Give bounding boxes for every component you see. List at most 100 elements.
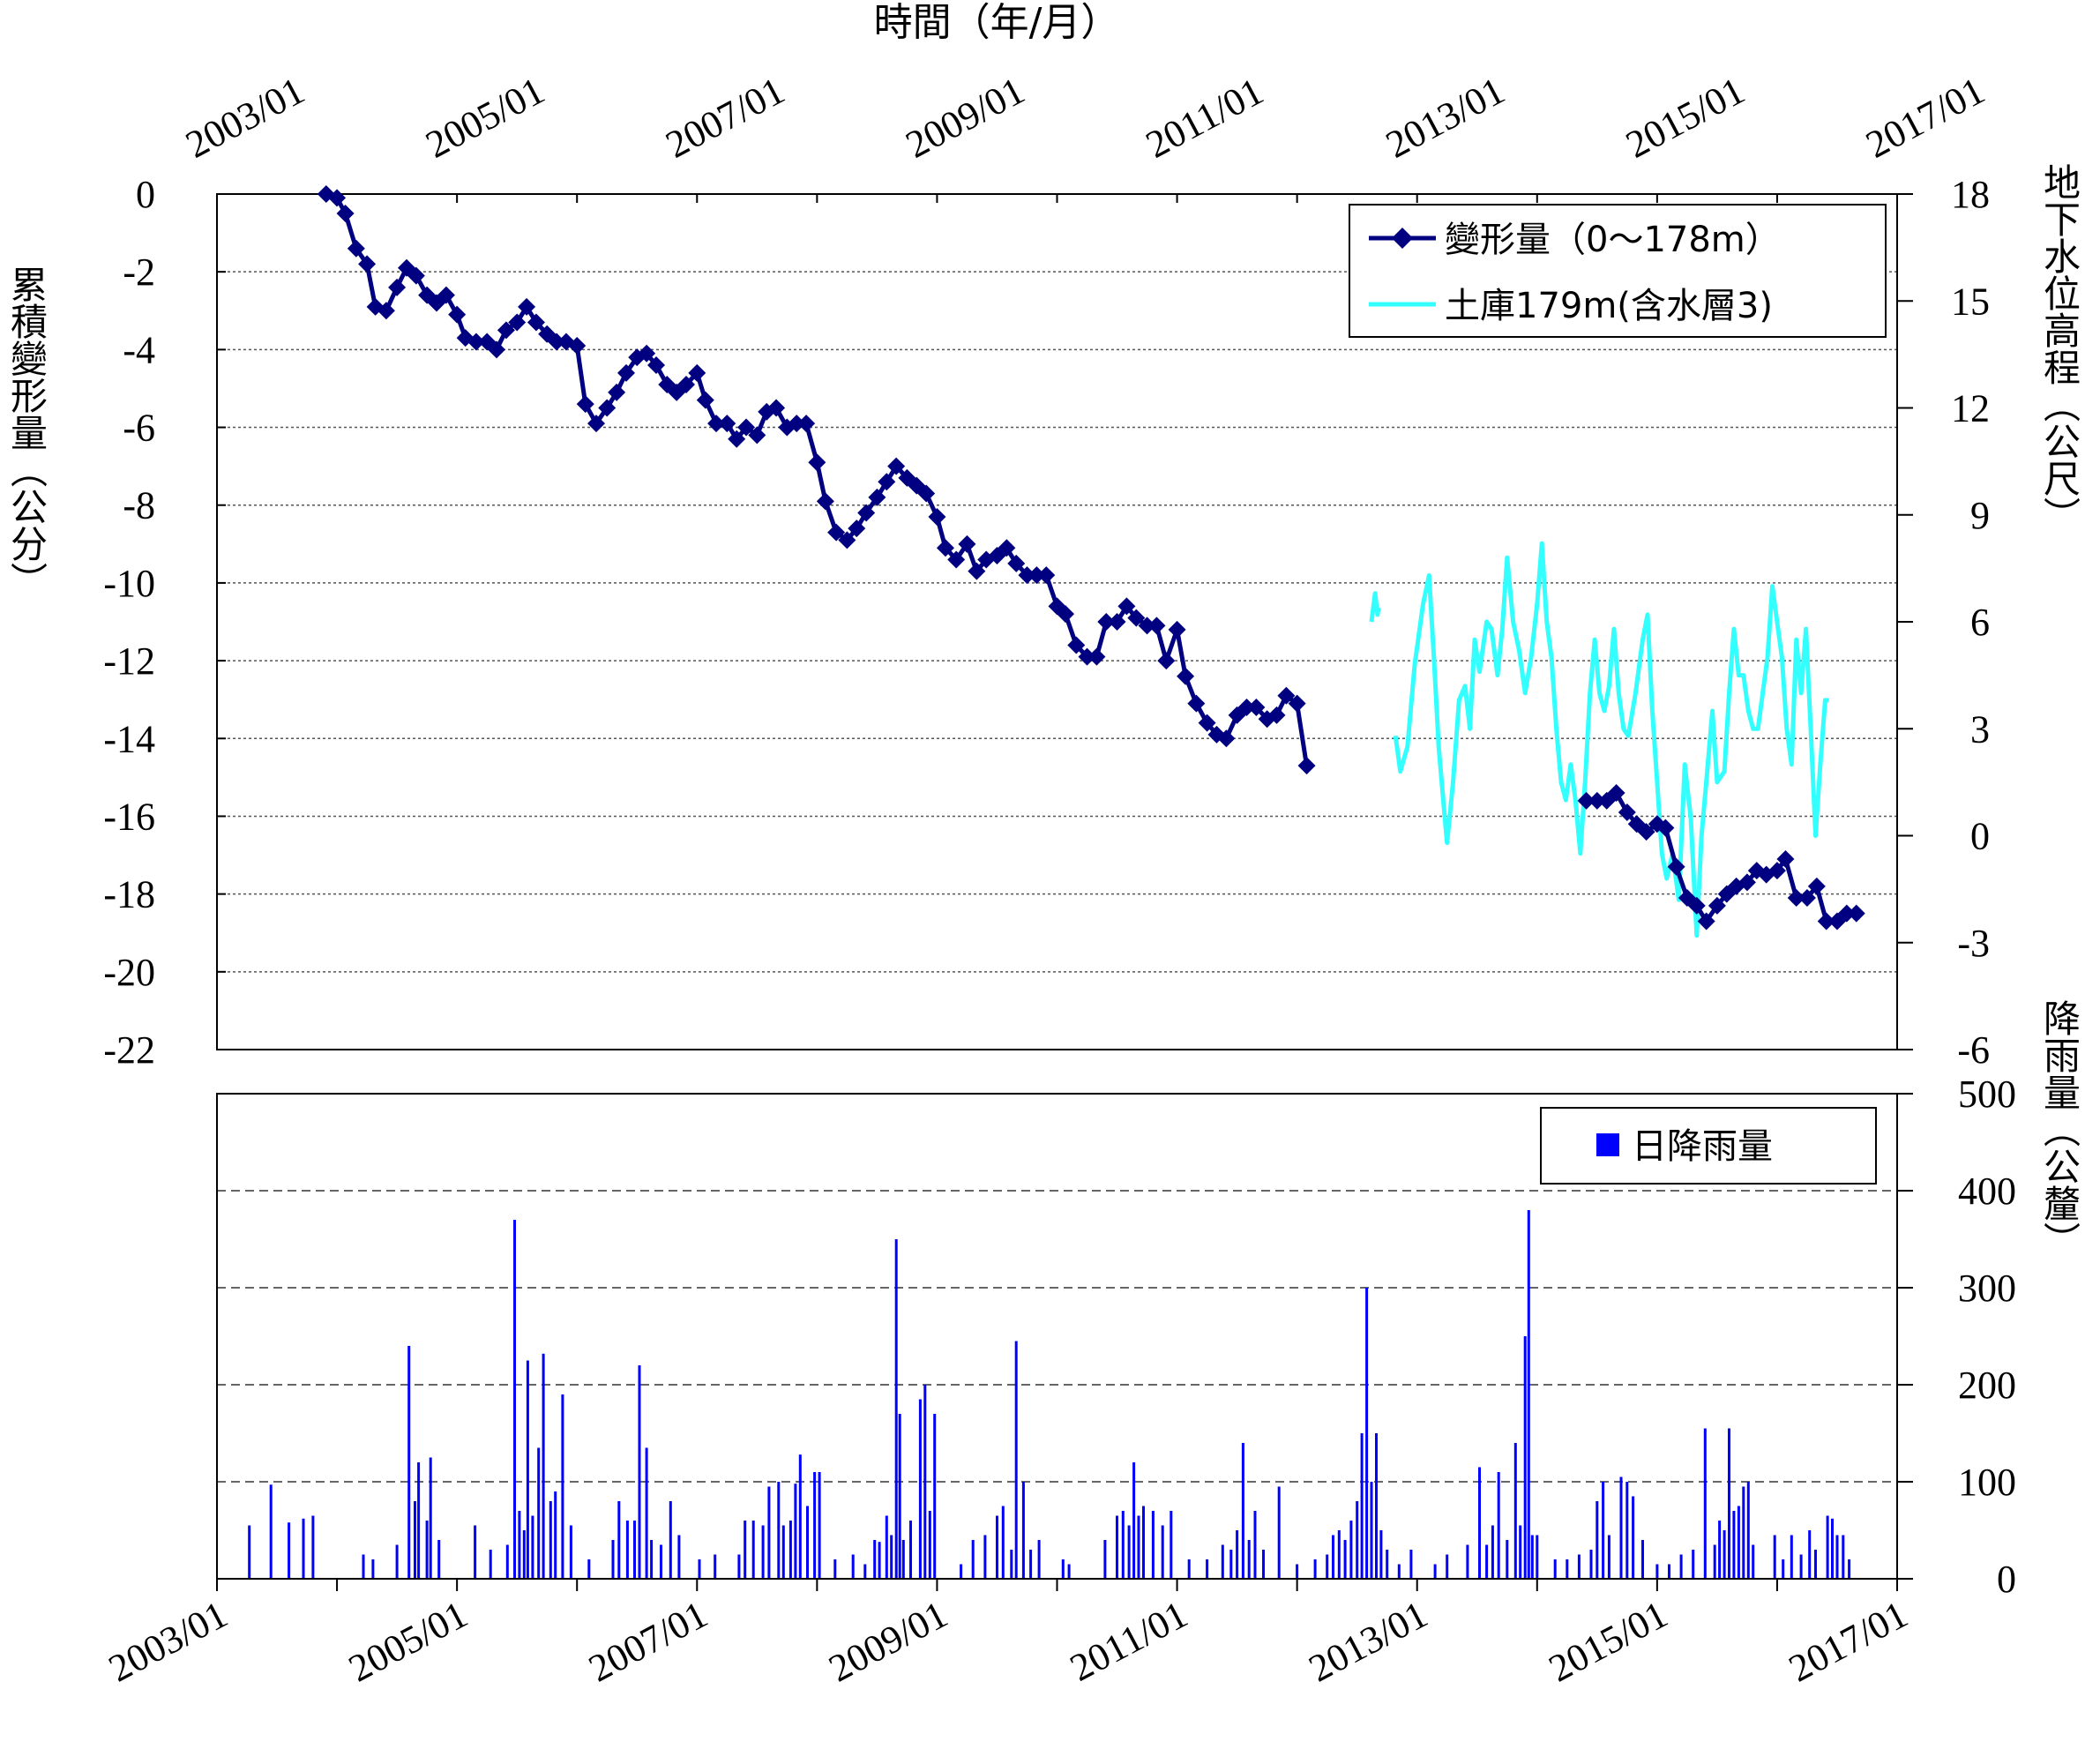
deformation-point xyxy=(1776,849,1795,868)
rain-bar xyxy=(611,1540,615,1579)
rain-legend-box xyxy=(1540,1107,1877,1185)
deformation-point xyxy=(617,363,636,382)
left-y-tick-label: -2 xyxy=(123,250,155,294)
deformation-point xyxy=(958,534,976,553)
rain-bar xyxy=(1446,1554,1449,1579)
deformation-point xyxy=(857,504,876,522)
rain-bar xyxy=(1808,1530,1812,1579)
top-x-tick-label: 2017/01 xyxy=(1859,69,1992,167)
deformation-point xyxy=(448,305,467,324)
rain-bar xyxy=(1037,1540,1041,1579)
deformation-point xyxy=(1288,694,1306,713)
bottom-x-ticks: 2003/01 2005/01 2007/01 2009/01 2011/01 2013/… xyxy=(101,1579,1915,1691)
rain-bar xyxy=(909,1521,912,1579)
rain-bar xyxy=(1668,1564,1670,1579)
right-y-tick-label: 9 xyxy=(1970,494,1990,537)
rain-bar xyxy=(1513,1443,1517,1579)
left-y-tick-label: -20 xyxy=(103,951,155,994)
rain-bar xyxy=(625,1521,629,1579)
deformation-point xyxy=(1097,613,1116,631)
rain-bar xyxy=(1014,1341,1018,1579)
deformation-point xyxy=(497,321,515,340)
deformation-line xyxy=(1586,790,1857,923)
rain-bar xyxy=(474,1525,477,1579)
top-axis-title: 時間（年/月） xyxy=(874,0,1120,45)
rain-bar xyxy=(698,1559,701,1579)
rain-bar xyxy=(923,1385,927,1579)
rain-y-ticks: 0 100 200 300 400 500 xyxy=(1897,1073,2016,1601)
rain-bar xyxy=(1577,1554,1581,1579)
rain-bar xyxy=(1001,1506,1005,1579)
deformation-point xyxy=(868,488,886,506)
bottom-x-tick-label: 2011/01 xyxy=(1063,1593,1194,1690)
groundwater-line xyxy=(1393,541,1829,938)
bottom-x-tick-label: 2007/01 xyxy=(582,1593,714,1691)
rain-bar xyxy=(414,1501,416,1579)
rain-bar xyxy=(526,1360,529,1579)
deformation-series xyxy=(317,185,1865,931)
rain-bar xyxy=(960,1564,963,1579)
rain-bar xyxy=(587,1559,591,1579)
rain-y-tick-label: 0 xyxy=(1997,1558,2016,1601)
top-x-tick-label: 2013/01 xyxy=(1379,69,1511,167)
rain-bar xyxy=(1679,1554,1683,1579)
right-axis-title: 地下水位高程（公尺） xyxy=(2038,163,2081,534)
deformation-point xyxy=(1297,757,1316,775)
rain-bar xyxy=(851,1554,855,1579)
right-y-tick-label: 0 xyxy=(1970,815,1990,858)
deformation-point xyxy=(1817,912,1835,931)
rain-bar xyxy=(1142,1506,1145,1579)
deformation-point xyxy=(917,484,936,503)
rain-bar xyxy=(425,1521,429,1579)
rain-bar xyxy=(1151,1511,1155,1579)
rain-bar xyxy=(395,1544,399,1579)
deformation-point xyxy=(1807,877,1826,895)
rain-bar xyxy=(751,1521,755,1579)
rain-bar xyxy=(1386,1550,1389,1579)
rain-bar xyxy=(669,1501,672,1579)
rain-bar xyxy=(1728,1428,1730,1579)
deformation-point xyxy=(1607,784,1625,802)
rain-bar xyxy=(1103,1540,1107,1579)
rain-bar xyxy=(1137,1515,1140,1579)
deformation-point xyxy=(518,297,536,316)
rain-bar xyxy=(1132,1462,1136,1579)
rain-bar xyxy=(248,1525,251,1579)
rain-bar xyxy=(1343,1540,1347,1579)
deformation-point xyxy=(1787,889,1805,908)
rain-bar xyxy=(1116,1515,1118,1579)
rain-bar xyxy=(1221,1544,1224,1579)
rain-bar xyxy=(1713,1544,1716,1579)
rain-bar xyxy=(983,1535,987,1579)
deformation-point xyxy=(1847,904,1865,923)
rain-bar xyxy=(918,1399,922,1579)
rain-bar xyxy=(813,1472,817,1579)
rain-bar xyxy=(890,1535,893,1579)
deformation-point xyxy=(1277,686,1296,705)
deformation-point xyxy=(788,415,806,433)
left-y-tick-label: -4 xyxy=(123,328,155,371)
legend-deform-label: 變形量（0～178m） xyxy=(1445,220,1781,260)
deformation-point xyxy=(1618,803,1636,822)
right-y-tick-label: 18 xyxy=(1951,173,1990,216)
rain-bar xyxy=(1619,1476,1623,1579)
rain-bar xyxy=(1170,1511,1173,1579)
rain-bar xyxy=(1206,1559,1209,1579)
deformation-point xyxy=(1157,652,1176,670)
deformation-point xyxy=(696,391,714,409)
left-y-tick-label: -16 xyxy=(103,795,155,838)
deformation-point xyxy=(737,418,756,437)
deformation-point xyxy=(707,415,726,433)
rain-bar xyxy=(737,1554,741,1579)
legend-water-label: 土庫179m(含水層3) xyxy=(1445,286,1773,326)
top-x-ticks: 2003/01 2005/01 2007/01 2009/01 2011/01 2013/… xyxy=(179,69,1992,203)
deformation-point xyxy=(1767,862,1786,880)
deformation-point xyxy=(1667,857,1685,876)
deformation-point xyxy=(767,399,786,417)
rain-bar xyxy=(1703,1428,1707,1579)
rain-bar xyxy=(873,1540,877,1579)
deformation-point xyxy=(328,189,347,207)
deformation-point xyxy=(608,383,626,401)
rain-bar xyxy=(522,1530,526,1579)
